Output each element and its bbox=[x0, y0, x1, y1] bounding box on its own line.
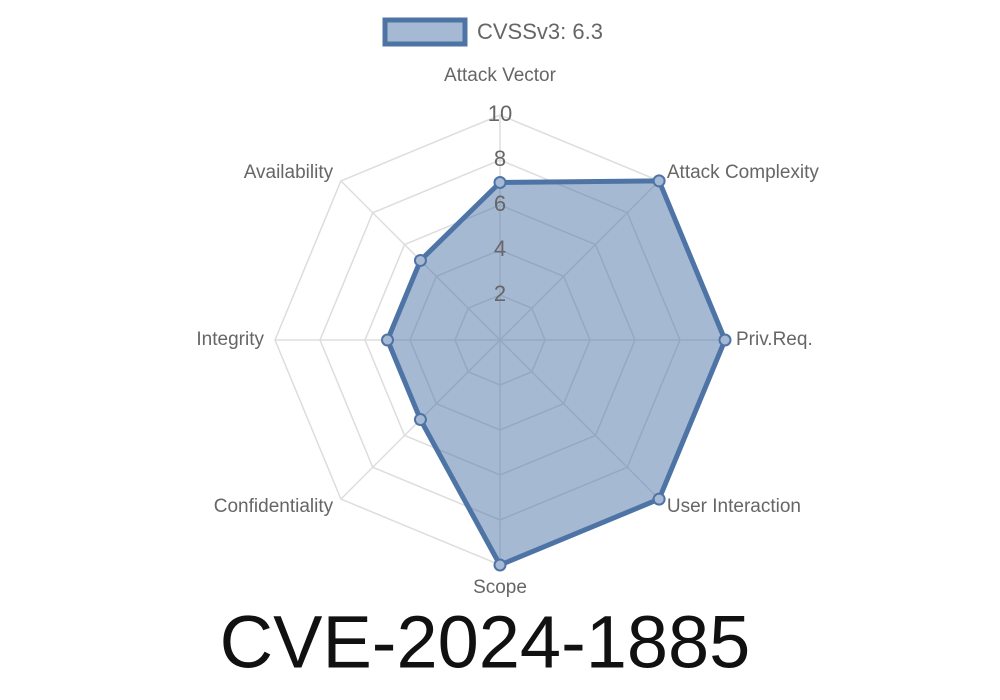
legend-label: CVSSv3: 6.3 bbox=[477, 19, 603, 44]
axis-label: Scope bbox=[473, 577, 527, 598]
data-point bbox=[413, 413, 427, 427]
data-point bbox=[718, 333, 732, 347]
data-point bbox=[652, 492, 666, 506]
y-tick-label: 10 bbox=[488, 101, 512, 126]
data-point bbox=[493, 176, 507, 189]
y-tick-label: 6 bbox=[494, 191, 506, 216]
data-point bbox=[381, 333, 394, 347]
data-point bbox=[413, 253, 427, 267]
axis-label: Integrity bbox=[196, 329, 264, 350]
y-tick-label: 2 bbox=[494, 281, 506, 306]
data-point bbox=[493, 558, 507, 572]
y-tick-label: 8 bbox=[494, 146, 506, 171]
y-tick-label: 4 bbox=[494, 236, 506, 261]
axis-label: Attack Complexity bbox=[667, 162, 820, 183]
axis-label: User Interaction bbox=[667, 496, 801, 517]
data-point bbox=[652, 174, 666, 188]
axis-label: Attack Vector bbox=[444, 65, 557, 86]
axis-label: Priv.Req. bbox=[736, 329, 813, 350]
chart-title: CVE-2024-1885 bbox=[220, 601, 751, 684]
axis-label: Availability bbox=[244, 162, 334, 183]
legend-swatch bbox=[382, 17, 468, 47]
axis-label: Confidentiality bbox=[214, 496, 334, 517]
